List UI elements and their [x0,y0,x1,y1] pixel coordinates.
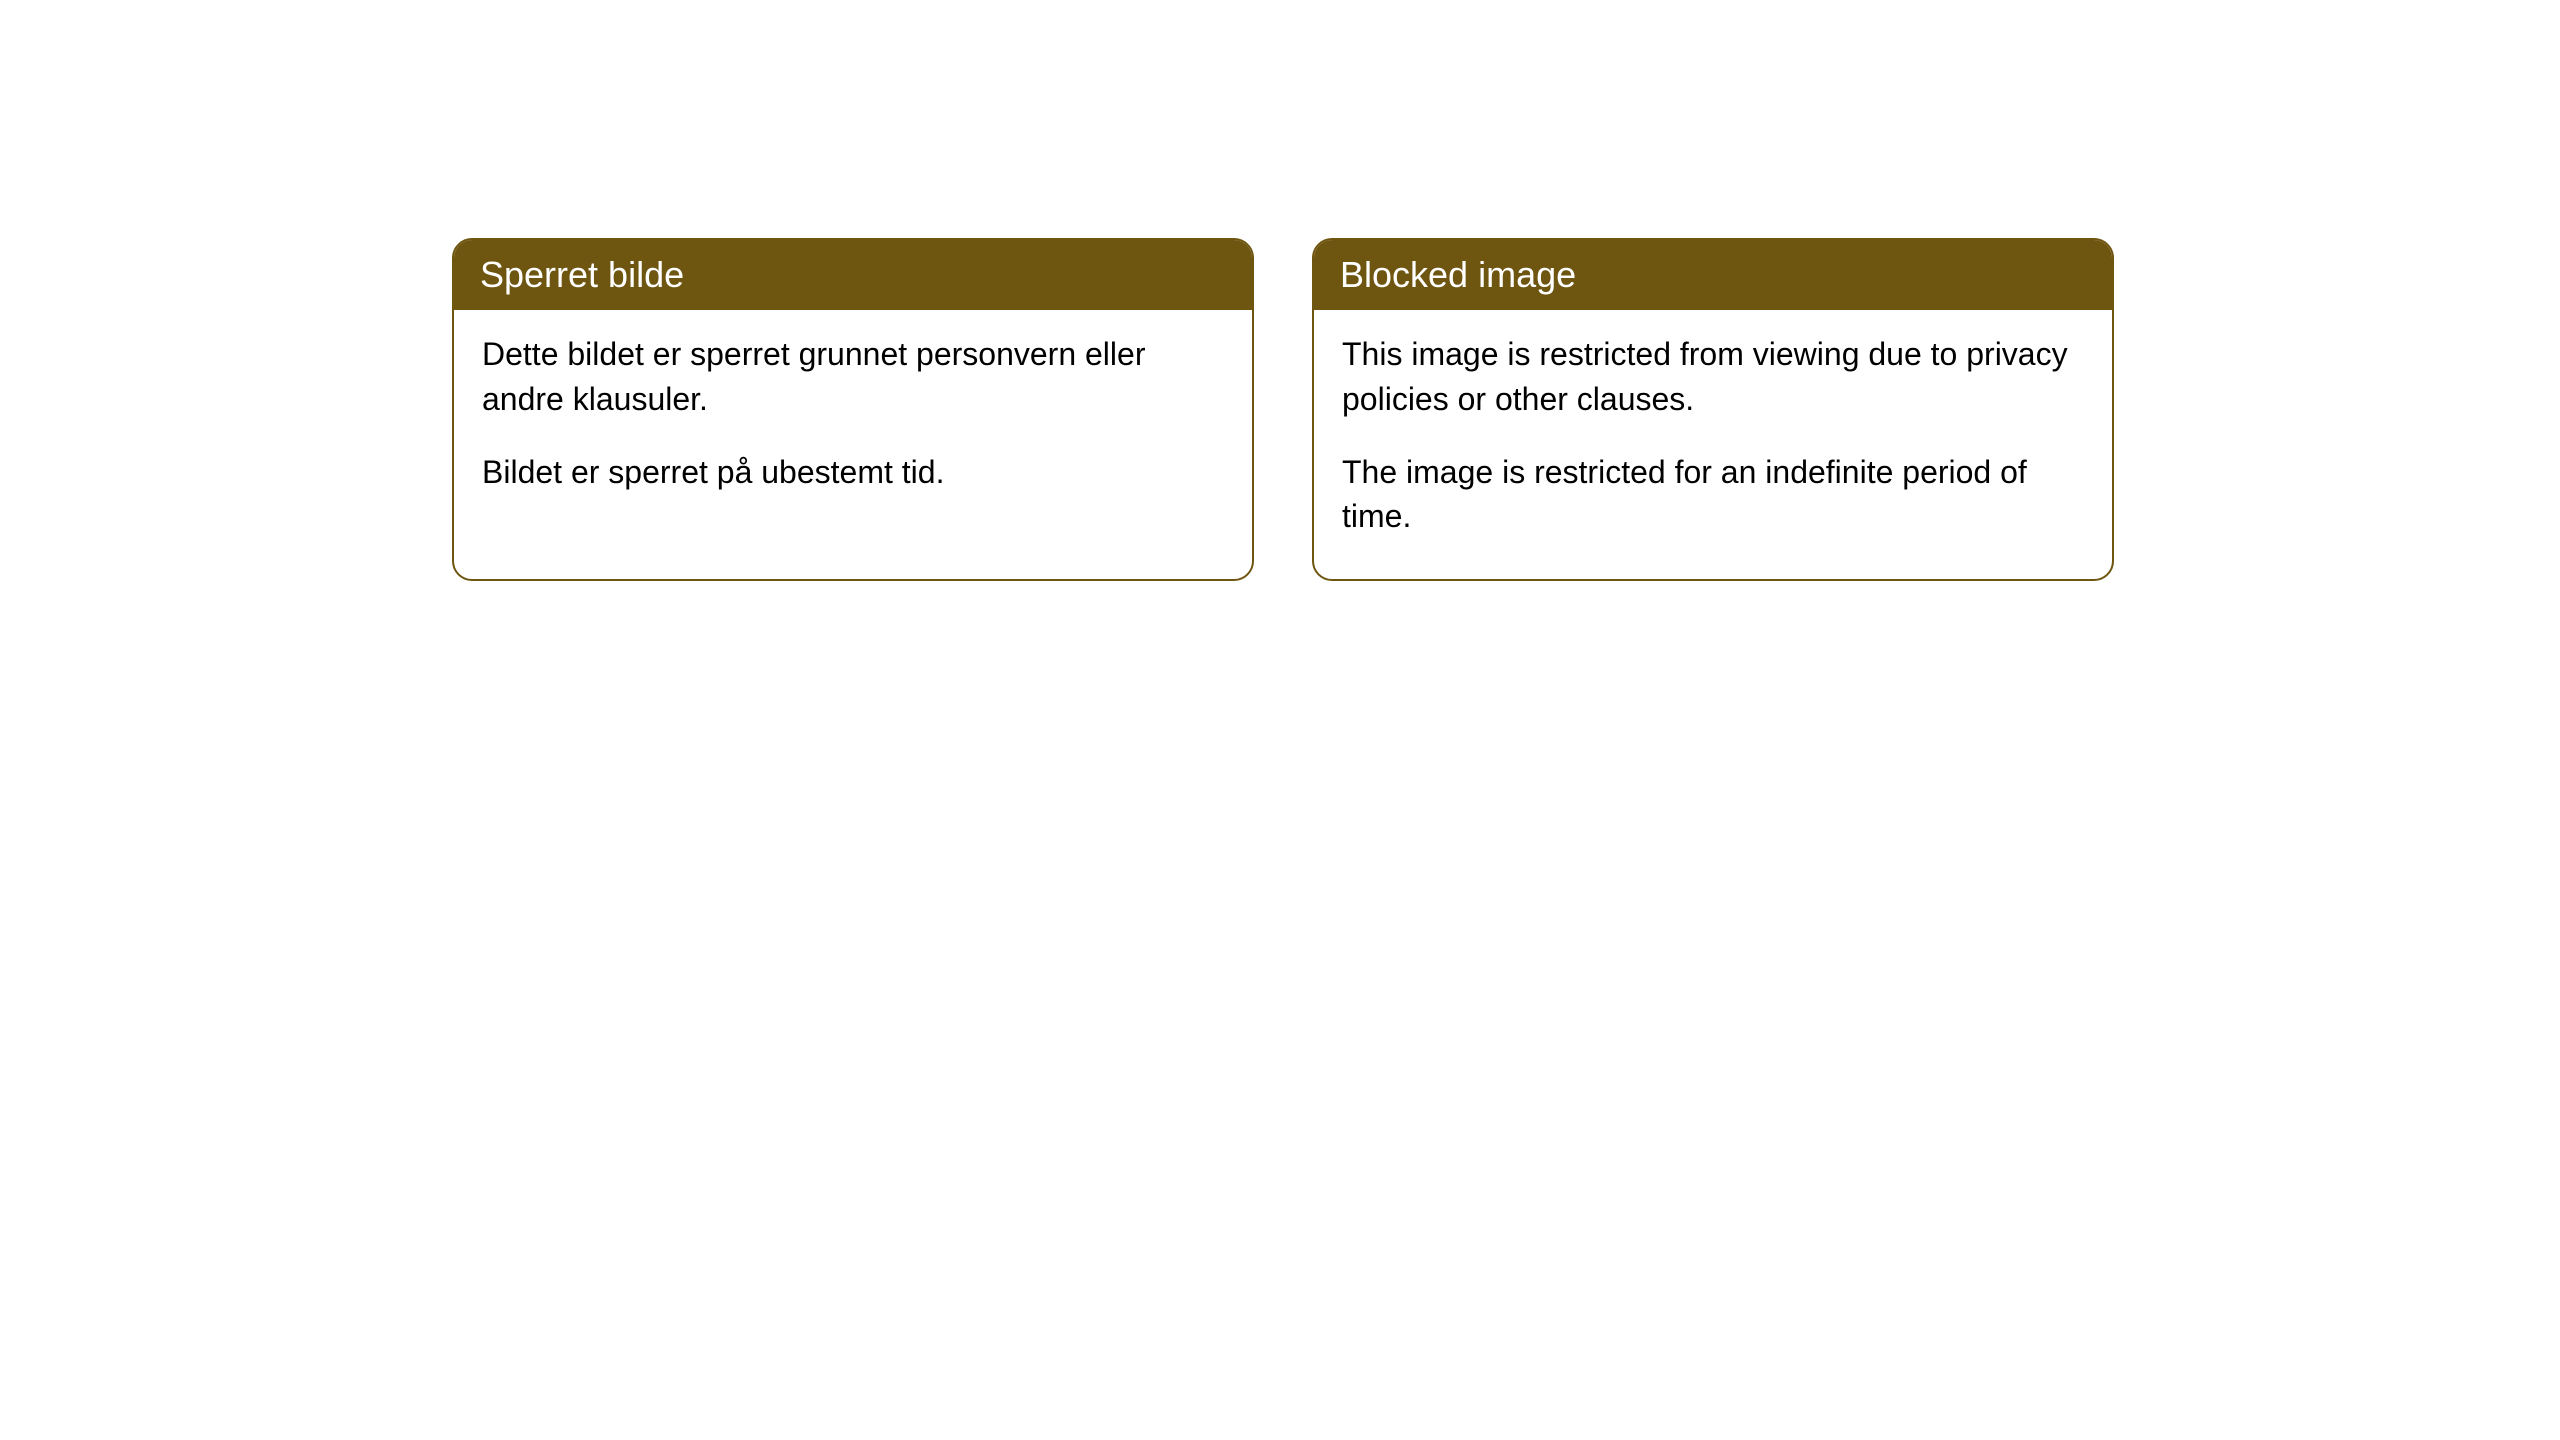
card-paragraph-1-norwegian: Dette bildet er sperret grunnet personve… [482,332,1224,422]
card-norwegian: Sperret bilde Dette bildet er sperret gr… [452,238,1254,581]
card-body-norwegian: Dette bildet er sperret grunnet personve… [454,310,1252,534]
cards-container: Sperret bilde Dette bildet er sperret gr… [452,238,2560,581]
card-header-norwegian: Sperret bilde [454,240,1252,310]
card-paragraph-2-norwegian: Bildet er sperret på ubestemt tid. [482,450,1224,495]
card-paragraph-2-english: The image is restricted for an indefinit… [1342,450,2084,540]
card-paragraph-1-english: This image is restricted from viewing du… [1342,332,2084,422]
card-header-english: Blocked image [1314,240,2112,310]
card-body-english: This image is restricted from viewing du… [1314,310,2112,579]
card-english: Blocked image This image is restricted f… [1312,238,2114,581]
